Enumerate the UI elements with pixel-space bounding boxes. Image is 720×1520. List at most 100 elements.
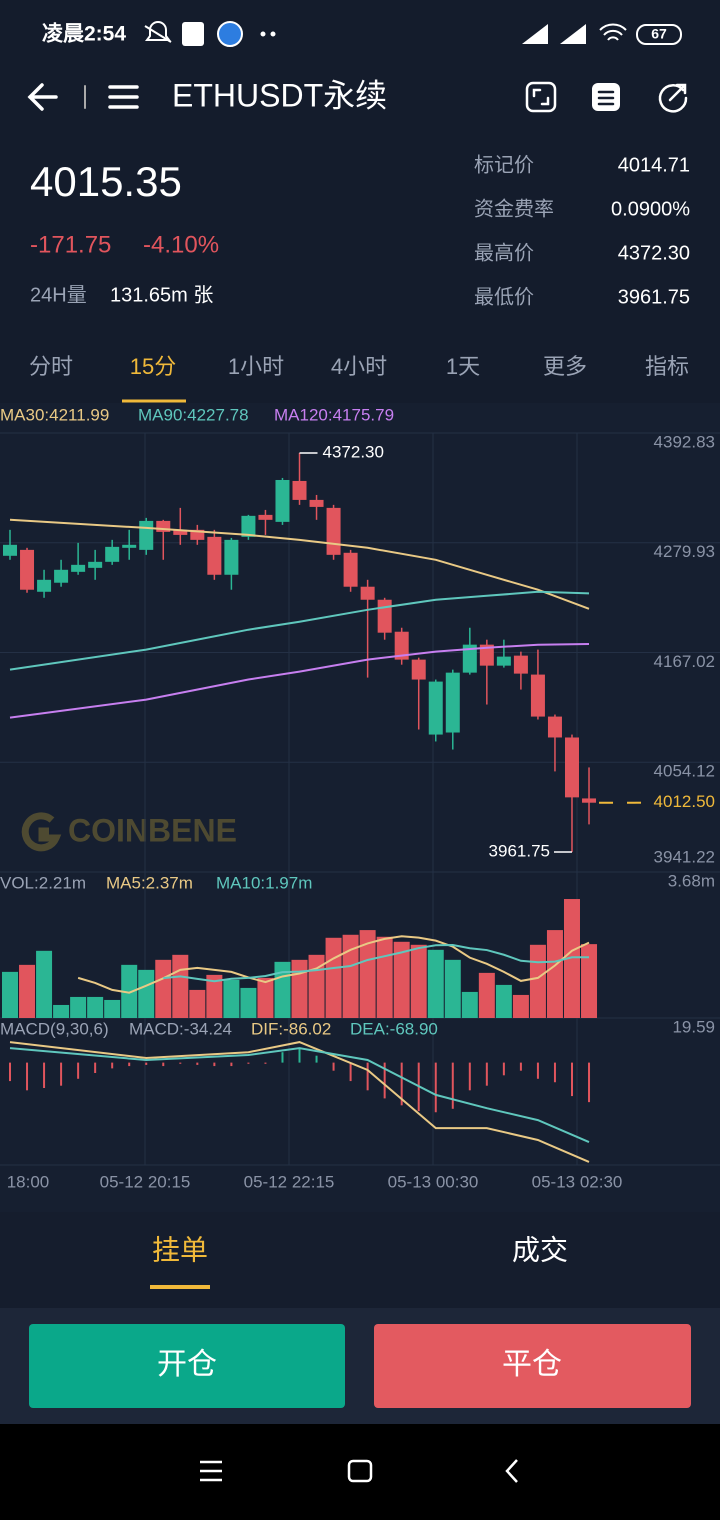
- header-title: ETHUSDT永续: [172, 77, 387, 113]
- open-button-label: 开仓: [157, 1348, 217, 1381]
- volume-bar: [325, 937, 342, 1018]
- volume-bar: [2, 971, 18, 1018]
- volume-label: 24H量: [30, 284, 87, 306]
- volume-bar: [461, 991, 478, 1018]
- time-tab[interactable]: 15分: [130, 354, 176, 379]
- volume-bar: [70, 996, 87, 1018]
- volume-value: 131.65m 张: [110, 283, 213, 306]
- candle-body: [224, 539, 239, 575]
- time-tab[interactable]: 更多: [543, 354, 587, 379]
- candle-body: [343, 552, 358, 587]
- volume-bar: [427, 949, 444, 1018]
- time-tab[interactable]: 1天: [446, 354, 480, 379]
- candle-body: [71, 564, 86, 572]
- volume-ma-line: [77, 935, 590, 994]
- order-tab[interactable]: 成交: [512, 1234, 568, 1265]
- time-tab[interactable]: 指标: [645, 354, 689, 379]
- menu-button[interactable]: [108, 85, 139, 109]
- candle-body: [156, 520, 171, 532]
- time-tab[interactable]: 1小时: [228, 354, 284, 379]
- candle-body: [258, 514, 273, 520]
- ma-line: [9, 590, 590, 671]
- volume-bar: [410, 944, 427, 1018]
- y-tick-label: 4279.93: [654, 542, 715, 561]
- candle-body: [309, 499, 324, 507]
- candle-body: [496, 656, 511, 666]
- order-tab[interactable]: 挂单: [152, 1234, 208, 1265]
- candle-body: [445, 672, 460, 733]
- volume-bar: [376, 936, 393, 1018]
- nav-menu[interactable]: [200, 1460, 222, 1482]
- ma-line: [9, 643, 590, 719]
- candle-body: [105, 546, 120, 562]
- legend-entry: DIF:-86.02: [251, 1019, 331, 1038]
- candle-body: [411, 659, 426, 680]
- back-button[interactable]: [27, 83, 58, 111]
- candle-body: [582, 798, 597, 803]
- stat-value: 4372.30: [618, 242, 690, 264]
- volume-bar: [342, 934, 359, 1018]
- volume-bar: [274, 961, 291, 1018]
- candle-body: [173, 529, 188, 535]
- volume-bar: [291, 959, 308, 1018]
- candle-body: [207, 536, 222, 575]
- battery-level: 67: [651, 26, 667, 42]
- y-tick-label: 3.68m: [668, 871, 715, 890]
- nav-bar: [0, 1424, 720, 1520]
- watermark-text: COINBENE: [68, 812, 237, 848]
- close-button[interactable]: [374, 1324, 691, 1408]
- volume-ma-line: [163, 944, 590, 983]
- candle-body: [122, 544, 137, 548]
- time-tab[interactable]: 4小时: [331, 354, 387, 379]
- legend-entry: MA90:4227.78: [138, 405, 249, 424]
- legend-entry: MA10:1.97m: [216, 873, 312, 892]
- nav-home[interactable]: [347, 1459, 373, 1483]
- status-time: 凌晨2:54: [42, 23, 126, 46]
- candle-body: [547, 716, 562, 738]
- volume-bar: [206, 974, 223, 1018]
- volume-bar: [444, 959, 461, 1018]
- volume-bar: [359, 930, 376, 1018]
- price-change-pct: -4.10%: [143, 231, 219, 258]
- volume-bar: [478, 972, 495, 1018]
- candle-body: [394, 631, 409, 660]
- time-tab[interactable]: 分时: [29, 354, 73, 379]
- candle-body: [88, 561, 103, 568]
- y-tick-label: 4054.12: [654, 762, 715, 781]
- candle-body: [479, 644, 494, 666]
- candle-body: [428, 681, 443, 735]
- nav-back[interactable]: [505, 1459, 518, 1483]
- open-button[interactable]: [29, 1324, 345, 1408]
- y-tick-label: 19.59: [672, 1017, 715, 1036]
- candle-body: [513, 655, 528, 674]
- volume-bar: [257, 977, 274, 1018]
- stat-label: 资金费率: [474, 197, 554, 220]
- volume-bar: [240, 987, 257, 1018]
- ma-line: [9, 1047, 590, 1144]
- fullscreen-button[interactable]: [525, 81, 557, 113]
- candle-body: [326, 507, 341, 555]
- candle-body: [377, 599, 392, 633]
- y-tick-label: 3941.22: [654, 847, 715, 866]
- candle-body: [190, 529, 205, 540]
- macd-value: MACD:-34.24: [129, 1019, 232, 1038]
- share-button[interactable]: [658, 83, 688, 113]
- volume-bar: [223, 979, 240, 1018]
- current-price-label: 4012.50: [654, 792, 715, 811]
- stat-label: 最低价: [474, 285, 534, 308]
- legend-entry: MA120:4175.79: [274, 405, 394, 424]
- candle-body: [3, 544, 17, 556]
- nav-icons: [200, 1459, 518, 1483]
- ma-line: [9, 518, 590, 610]
- stat-value: 0.0900%: [611, 198, 690, 220]
- watermark: COINBENE: [21, 812, 237, 852]
- candle-body: [241, 515, 256, 537]
- y-tick-label: 4392.83: [654, 432, 715, 451]
- candle-body: [292, 480, 307, 500]
- legend-entry: MA30:4211.99: [0, 405, 109, 424]
- volume-bar: [581, 944, 598, 1018]
- price-change: -171.75: [30, 231, 111, 258]
- x-tick-label: 05-13 02:30: [532, 1172, 623, 1191]
- volume-bar: [495, 984, 512, 1018]
- volume-bar: [36, 950, 53, 1018]
